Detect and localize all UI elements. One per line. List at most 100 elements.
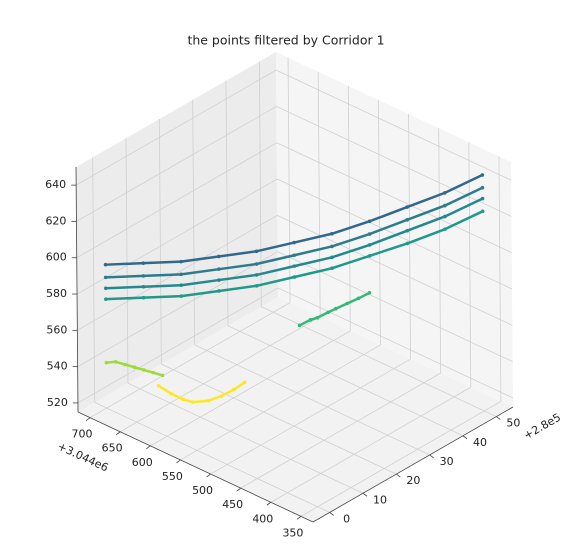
point — [345, 301, 349, 306]
grid-line — [347, 85, 351, 331]
point — [169, 391, 173, 396]
y-tick-label: 500 — [192, 484, 213, 497]
grid-line — [75, 69, 277, 186]
tick-mark — [496, 416, 501, 420]
y-tick-label: 650 — [102, 442, 123, 455]
point — [141, 284, 146, 289]
grid-line — [276, 106, 512, 217]
grid-line — [127, 382, 364, 494]
point — [217, 289, 221, 293]
point — [142, 368, 146, 372]
grid-line — [227, 325, 464, 437]
point — [217, 278, 221, 282]
grid-line — [119, 316, 321, 433]
point — [367, 254, 372, 258]
point — [356, 296, 361, 301]
y-tick-label: 700 — [72, 428, 93, 441]
point — [179, 294, 184, 298]
point — [333, 306, 338, 311]
grid-line — [180, 344, 381, 461]
y-tick-label: 550 — [162, 470, 183, 483]
point — [231, 387, 236, 392]
point — [292, 253, 297, 258]
point — [443, 227, 447, 231]
tick-mark — [362, 492, 368, 497]
x-tick-label: 40 — [473, 436, 487, 449]
point — [151, 370, 155, 375]
point — [405, 228, 410, 233]
point — [132, 365, 137, 370]
point — [480, 209, 485, 214]
y-tick-label: 400 — [252, 512, 273, 525]
tick-mark — [115, 431, 121, 436]
grid-line — [258, 61, 262, 307]
tick-mark — [429, 454, 434, 459]
grid-line — [125, 138, 129, 384]
x-axis — [312, 406, 514, 523]
point — [330, 244, 334, 249]
grid-line — [77, 287, 279, 404]
point — [141, 261, 146, 265]
grid-line — [378, 99, 381, 345]
grid-line — [192, 99, 196, 345]
grid-line — [89, 302, 291, 418]
point — [141, 274, 146, 278]
point — [141, 295, 146, 300]
x-offset-label: +2.8e5 — [522, 411, 564, 443]
point — [217, 267, 221, 271]
pane-left — [76, 52, 278, 412]
tick-mark — [236, 487, 241, 492]
point — [443, 214, 447, 219]
grid-line — [275, 69, 512, 181]
grid-line — [77, 214, 278, 331]
grid-line — [76, 178, 278, 295]
grid-line — [76, 106, 277, 222]
grid-line — [194, 344, 430, 456]
x-tick-label: 10 — [373, 493, 387, 506]
tick-mark — [296, 516, 302, 520]
point — [405, 241, 410, 246]
point — [206, 398, 211, 403]
grid-line — [468, 142, 472, 388]
y-tick-label: 600 — [132, 456, 153, 469]
point — [179, 283, 184, 288]
y-tick-label: 350 — [282, 526, 303, 539]
grid-line — [270, 386, 472, 503]
point — [480, 173, 485, 177]
z-tick-label: 540 — [47, 360, 68, 373]
point — [242, 380, 247, 385]
x-tick-label: 30 — [440, 455, 454, 468]
z-axis — [75, 166, 79, 413]
grid-line — [317, 71, 321, 317]
point — [103, 262, 108, 267]
point — [367, 219, 372, 224]
z-tick-label: 580 — [46, 287, 67, 300]
tick-mark — [396, 473, 401, 478]
y-tick-label: 450 — [222, 498, 243, 511]
tick-mark — [176, 459, 181, 464]
grid-line — [240, 372, 441, 489]
point — [104, 360, 109, 365]
grid-line — [276, 142, 512, 254]
grid-line — [287, 57, 291, 303]
tick-mark — [146, 445, 151, 450]
point — [104, 297, 108, 301]
point — [480, 196, 485, 201]
grid-line — [158, 119, 162, 365]
chart-title: the points filtered by Corridor 1 — [187, 33, 384, 48]
point — [405, 218, 410, 222]
tick-mark — [462, 435, 468, 440]
pane-floor — [78, 297, 513, 522]
point — [156, 383, 161, 388]
point — [315, 315, 320, 320]
point — [254, 262, 259, 266]
grid-line — [94, 402, 330, 513]
z-tick-label: 600 — [46, 251, 67, 264]
point — [480, 185, 485, 190]
point — [123, 362, 127, 367]
grid-line — [438, 128, 442, 374]
grid-line — [408, 114, 411, 360]
point — [292, 264, 297, 268]
point — [367, 243, 372, 247]
point — [181, 397, 186, 402]
